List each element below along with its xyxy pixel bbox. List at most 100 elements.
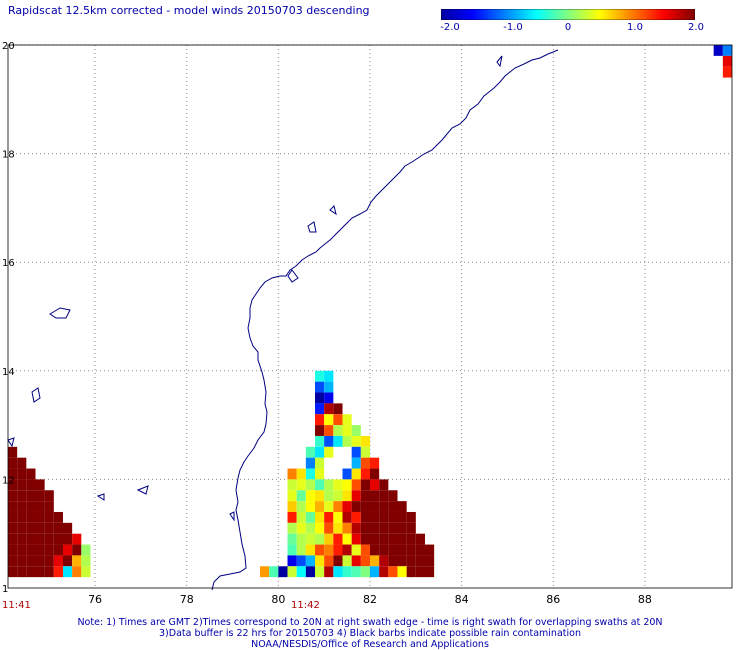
wind-cell (360, 511, 370, 523)
wind-cell (360, 490, 370, 502)
wind-cell (315, 533, 325, 545)
wind-cell (370, 566, 380, 578)
wind-cell (8, 479, 18, 491)
wind-cell (370, 457, 380, 469)
wind-cell (8, 511, 18, 523)
coastline-island (31, 387, 41, 403)
y-tick-label: 12 (2, 475, 15, 486)
wind-cell (388, 490, 398, 502)
wind-cell (35, 501, 45, 512)
wind-cell (722, 55, 732, 67)
wind-cell (370, 544, 380, 556)
wind-cell (26, 501, 36, 512)
wind-cell (315, 490, 325, 502)
wind-cell (81, 544, 91, 556)
wind-cell (62, 544, 73, 556)
wind-cell (415, 544, 425, 556)
wind-cell (315, 381, 325, 393)
colorbar-tick-label: 0 (564, 22, 572, 33)
wind-cell (360, 566, 370, 578)
wind-cell (8, 490, 18, 502)
wind-cell (53, 522, 63, 534)
wind-cell (397, 555, 407, 567)
wind-cell (62, 533, 73, 545)
wind-cell (351, 522, 361, 534)
wind-cell (379, 566, 389, 578)
wind-cell (8, 555, 18, 567)
wind-cell (296, 544, 306, 556)
y-tick-label: 20 (2, 41, 15, 52)
wind-cell (62, 522, 73, 534)
wind-cell (305, 446, 316, 458)
wind-cell (26, 522, 36, 534)
wind-cell (406, 555, 416, 567)
wind-cell (379, 522, 389, 534)
chart-title: Rapidscat 12.5km corrected - model winds… (8, 4, 370, 17)
wind-cell (17, 511, 27, 523)
wind-cell (324, 544, 334, 556)
wind-cell (333, 511, 343, 523)
wind-cell (296, 468, 306, 480)
wind-cell (324, 392, 334, 404)
wind-cell (324, 501, 334, 512)
wind-cell (424, 566, 435, 578)
wind-cell (379, 555, 389, 567)
wind-cell (342, 414, 352, 426)
wind-cell (379, 533, 389, 545)
coastline-island (229, 511, 235, 522)
wind-cell (287, 479, 297, 491)
wind-cell (44, 522, 54, 534)
wind-cell (351, 446, 361, 458)
wind-cell (44, 501, 54, 512)
coastline-island (287, 269, 299, 283)
wind-cell (26, 511, 36, 523)
wind-cell (342, 435, 352, 447)
wind-cell (315, 511, 325, 523)
wind-cell (72, 533, 82, 545)
wind-cell (388, 501, 398, 512)
wind-cell (17, 533, 27, 545)
wind-cell (406, 511, 416, 523)
wind-cell (287, 490, 297, 502)
wind-cell (333, 555, 343, 567)
wind-cell (305, 490, 316, 502)
y-tick-label: 18 (2, 150, 15, 161)
wind-cell (305, 533, 316, 545)
wind-cell (333, 425, 343, 436)
wind-cell (324, 403, 334, 415)
wind-cell (296, 511, 306, 523)
wind-cell (424, 544, 435, 556)
wind-cell (315, 501, 325, 512)
wind-cell (287, 468, 297, 480)
wind-cell (8, 446, 18, 458)
wind-cell (351, 533, 361, 545)
wind-cell (370, 522, 380, 534)
wind-cell (351, 555, 361, 567)
wind-cell (324, 555, 334, 567)
wind-cell (324, 370, 334, 382)
wind-cell (370, 555, 380, 567)
wind-cell (397, 544, 407, 556)
wind-cell (351, 501, 361, 512)
wind-cell (296, 533, 306, 545)
wind-cell (360, 435, 370, 447)
wind-cell (287, 501, 297, 512)
wind-cell (342, 501, 352, 512)
wind-cell (17, 479, 27, 491)
wind-cell (44, 533, 54, 545)
wind-cell (53, 544, 63, 556)
coastline (7, 49, 559, 591)
swath-time-label: 11:42 (291, 600, 320, 611)
wind-cell (333, 544, 343, 556)
wind-cell (415, 555, 425, 567)
wind-cell (35, 544, 45, 556)
wind-cell (406, 522, 416, 534)
wind-cell (370, 490, 380, 502)
wind-cell (26, 566, 36, 578)
wind-cell (17, 501, 27, 512)
wind-cell (388, 522, 398, 534)
wind-cell (17, 544, 27, 556)
wind-cell (333, 403, 343, 415)
wind-cell (315, 468, 325, 480)
